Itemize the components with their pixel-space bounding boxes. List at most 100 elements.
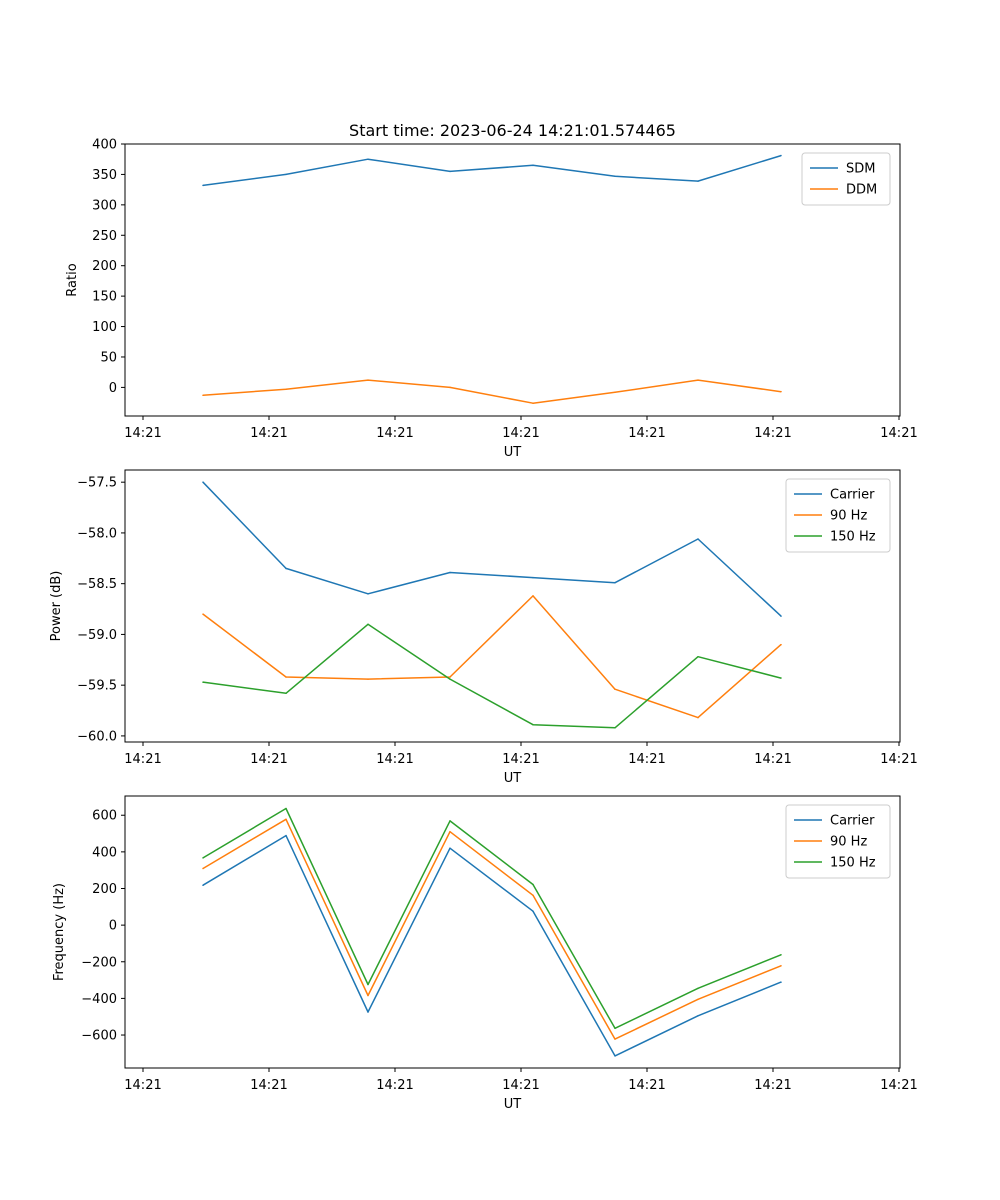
data-point bbox=[780, 954, 782, 956]
y-tick-label: 200 bbox=[92, 259, 117, 274]
data-point bbox=[367, 623, 369, 626]
data-point bbox=[367, 593, 369, 595]
y-tick-label: −59.0 bbox=[77, 628, 117, 643]
x-tick-label: 14:21 bbox=[250, 752, 287, 767]
legend-box bbox=[785, 804, 891, 879]
x-tick-label: 14:21 bbox=[124, 1078, 161, 1093]
data-point bbox=[202, 867, 204, 870]
data-point bbox=[449, 676, 451, 678]
y-tick-label: 50 bbox=[100, 350, 117, 365]
data-point bbox=[202, 481, 204, 483]
data-point bbox=[697, 987, 699, 990]
data-point bbox=[367, 994, 369, 997]
data-point bbox=[532, 910, 534, 912]
panel-2: −60.0 −59.5 −59.0 −58.5 −58.0 −57.5 14:21 14:21… bbox=[49, 469, 918, 786]
x-tick-label: 14:21 bbox=[250, 426, 287, 441]
x-axis-label: UT bbox=[504, 1097, 522, 1112]
x-tick-label: 14:21 bbox=[376, 426, 413, 441]
y-tick-label: −58.5 bbox=[77, 577, 117, 592]
x-tick-label: 14:21 bbox=[376, 752, 413, 767]
legend-label: Carrier bbox=[830, 814, 875, 829]
y-tick-label: −59.5 bbox=[77, 679, 117, 694]
x-tick-label: 14:21 bbox=[628, 752, 665, 767]
legend-label: DDM bbox=[846, 183, 877, 198]
x-axis-label: UT bbox=[504, 771, 522, 786]
data-point bbox=[202, 613, 204, 615]
data-point bbox=[780, 981, 782, 983]
legend-label: 90 Hz bbox=[830, 835, 867, 850]
y-tick-label: 150 bbox=[92, 290, 117, 305]
data-point bbox=[614, 391, 616, 394]
data-point bbox=[614, 581, 616, 584]
data-point bbox=[367, 379, 369, 381]
chart-title: Start time: 2023-06-24 14:21:01.574465 bbox=[349, 121, 676, 140]
data-point bbox=[780, 643, 782, 646]
x-tick-label: 14:21 bbox=[880, 1078, 917, 1093]
data-point bbox=[367, 983, 369, 986]
data-point bbox=[697, 1015, 699, 1017]
y-tick-label: 200 bbox=[92, 882, 117, 897]
data-point bbox=[697, 379, 699, 381]
y-tick-label: 400 bbox=[92, 138, 117, 153]
data-point bbox=[449, 386, 451, 389]
panel-3: −600 −400 −200 0 200 400 600 14:21 14:21 14:21 14:… bbox=[52, 795, 918, 1112]
x-tick-label: 14:21 bbox=[628, 1078, 665, 1093]
legend: Carrier 90 Hz 150 Hz bbox=[785, 804, 891, 879]
data-point bbox=[614, 688, 616, 690]
data-point bbox=[780, 965, 782, 967]
data-point bbox=[202, 884, 204, 886]
y-tick-label: −57.5 bbox=[77, 476, 117, 491]
x-tick-label: 14:21 bbox=[502, 1078, 539, 1093]
series-line-150-hz bbox=[202, 623, 782, 729]
y-axis-label: Frequency (Hz) bbox=[52, 883, 67, 981]
data-point bbox=[449, 571, 451, 574]
axes-frame bbox=[124, 469, 901, 743]
data-point bbox=[202, 681, 204, 683]
x-axis-label: UT bbox=[504, 445, 522, 460]
data-point bbox=[449, 847, 451, 849]
x-tick-label: 14:21 bbox=[124, 426, 161, 441]
data-point bbox=[697, 655, 699, 658]
y-tick-label: −200 bbox=[81, 955, 117, 970]
axes-frame bbox=[124, 795, 901, 1069]
legend-label: 90 Hz bbox=[830, 509, 867, 524]
x-tick-label: 14:21 bbox=[754, 1078, 791, 1093]
x-tick-label: 14:21 bbox=[754, 752, 791, 767]
series-line-90-hz bbox=[202, 818, 782, 1040]
data-point bbox=[285, 807, 287, 810]
data-point bbox=[780, 390, 782, 393]
data-point bbox=[285, 692, 287, 695]
data-point bbox=[614, 727, 616, 729]
y-tick-label: 0 bbox=[109, 919, 117, 934]
x-tick-label: 14:21 bbox=[250, 1078, 287, 1093]
data-point bbox=[697, 538, 699, 540]
data-point bbox=[532, 723, 534, 726]
data-point bbox=[367, 1011, 369, 1013]
series-line-carrier bbox=[202, 481, 782, 617]
y-axis-label: Power (dB) bbox=[49, 571, 64, 642]
data-point bbox=[285, 388, 287, 390]
data-point bbox=[367, 678, 369, 680]
y-tick-label: 250 bbox=[92, 229, 117, 244]
legend-label: SDM bbox=[846, 162, 875, 177]
data-point bbox=[285, 834, 287, 837]
legend-label: 150 Hz bbox=[830, 530, 876, 545]
y-tick-label: 400 bbox=[92, 845, 117, 860]
series-line-ddm bbox=[202, 379, 782, 404]
panel-1: 0 50 100 150 200 250 300 350 400 14:21 14:21 14:21 1… bbox=[65, 121, 918, 460]
x-tick-label: 14:21 bbox=[376, 1078, 413, 1093]
data-point bbox=[202, 857, 204, 859]
y-tick-label: −60.0 bbox=[77, 729, 117, 744]
data-point bbox=[449, 678, 451, 680]
y-tick-label: 100 bbox=[92, 320, 117, 335]
data-point bbox=[614, 1055, 616, 1057]
data-point bbox=[285, 818, 287, 821]
data-point bbox=[449, 170, 451, 173]
x-tick-label: 14:21 bbox=[880, 752, 917, 767]
x-tick-label: 14:21 bbox=[502, 752, 539, 767]
y-tick-label: −400 bbox=[81, 992, 117, 1007]
series-line-90-hz bbox=[202, 595, 782, 719]
legend: Carrier 90 Hz 150 Hz bbox=[785, 478, 891, 553]
y-tick-label: 0 bbox=[109, 381, 117, 396]
data-point bbox=[780, 677, 782, 679]
